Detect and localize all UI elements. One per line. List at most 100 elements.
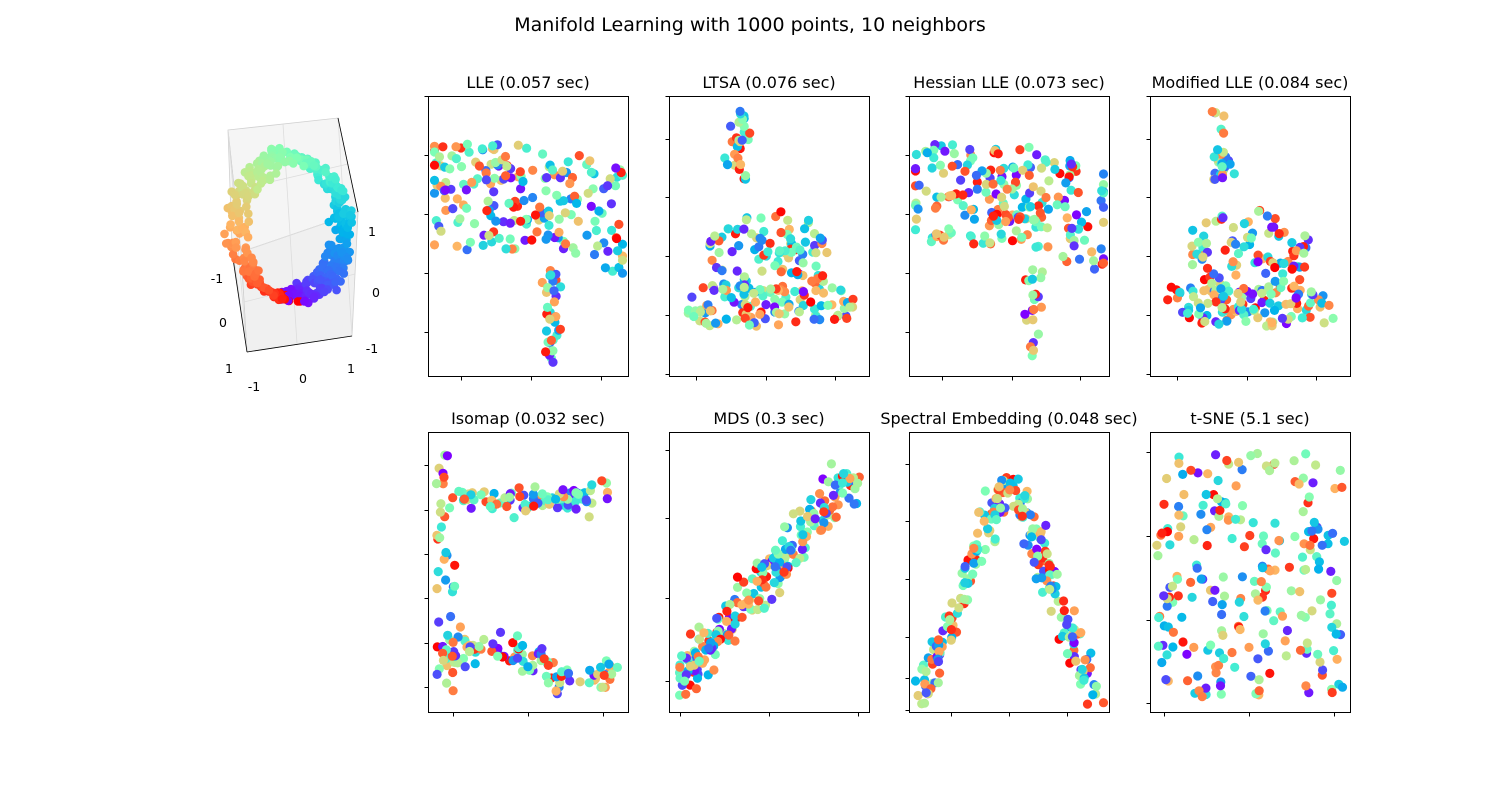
point — [776, 267, 786, 277]
point — [1179, 489, 1189, 500]
point — [848, 294, 858, 304]
point — [1202, 540, 1212, 551]
point — [1161, 675, 1171, 685]
point — [1186, 577, 1196, 588]
point — [309, 161, 319, 170]
point — [1237, 501, 1248, 511]
point — [1031, 242, 1041, 252]
point — [960, 561, 970, 572]
point — [1258, 563, 1268, 573]
point — [1028, 524, 1038, 534]
point — [591, 225, 602, 236]
point — [612, 662, 623, 673]
point — [546, 270, 556, 280]
point — [300, 297, 309, 306]
point — [1287, 264, 1297, 274]
point — [1290, 531, 1300, 542]
point — [254, 266, 263, 275]
point — [551, 686, 561, 696]
point — [968, 153, 978, 163]
point — [605, 174, 615, 184]
point — [775, 246, 785, 256]
point — [930, 203, 941, 213]
point — [440, 193, 450, 203]
point — [558, 196, 569, 206]
point — [767, 594, 777, 605]
point — [1183, 676, 1193, 686]
point — [1280, 636, 1290, 646]
point — [1267, 318, 1277, 328]
point — [271, 169, 281, 178]
point — [811, 285, 821, 296]
point — [1234, 597, 1244, 607]
point — [1036, 535, 1046, 545]
point — [1176, 522, 1186, 532]
point — [922, 148, 932, 158]
point — [949, 149, 959, 159]
point — [796, 516, 806, 526]
scatter-area — [665, 96, 858, 381]
x-tick-label: 1 — [347, 361, 355, 376]
point — [593, 241, 603, 251]
point — [1017, 504, 1028, 514]
point — [1331, 629, 1341, 639]
point — [493, 651, 503, 661]
point — [1058, 251, 1068, 262]
point — [1301, 564, 1311, 575]
point — [343, 229, 352, 239]
point — [694, 656, 704, 666]
point — [1246, 671, 1256, 681]
point — [1219, 111, 1229, 121]
point — [543, 660, 554, 671]
point — [1032, 544, 1042, 554]
point — [740, 171, 751, 181]
point — [1087, 247, 1097, 257]
point — [505, 218, 515, 228]
point — [921, 688, 931, 698]
panel-title: LLE (0.057 sec) — [466, 73, 589, 92]
point — [1218, 572, 1228, 582]
point — [783, 215, 793, 225]
point — [1218, 630, 1228, 641]
point — [551, 494, 561, 504]
point — [1213, 145, 1223, 155]
point — [940, 146, 950, 156]
point — [1043, 242, 1053, 252]
point — [1199, 286, 1209, 296]
point — [1196, 509, 1206, 519]
point — [434, 152, 445, 162]
point — [544, 211, 554, 221]
point — [1167, 581, 1178, 591]
point — [1235, 624, 1245, 635]
point — [535, 202, 545, 212]
point — [244, 217, 254, 226]
point — [1234, 457, 1244, 467]
scatter-area — [1146, 96, 1338, 381]
point — [607, 669, 617, 679]
point — [836, 285, 846, 295]
point — [1182, 649, 1192, 659]
point — [1208, 596, 1218, 607]
point — [597, 476, 607, 486]
s-curve-points — [220, 143, 357, 308]
point — [1215, 681, 1226, 691]
point — [1188, 225, 1198, 235]
point — [1080, 655, 1090, 665]
point — [983, 524, 993, 534]
point — [1326, 600, 1336, 610]
point — [1159, 499, 1169, 509]
point — [541, 347, 551, 357]
point — [1305, 312, 1315, 322]
point — [530, 210, 541, 220]
point — [792, 267, 802, 277]
point — [1309, 534, 1319, 544]
point — [474, 161, 484, 171]
point — [1297, 552, 1308, 562]
point — [1015, 145, 1025, 155]
point — [910, 164, 921, 174]
point — [1199, 231, 1209, 241]
point — [1301, 449, 1311, 459]
point — [786, 545, 796, 555]
point — [481, 175, 491, 185]
point — [780, 522, 790, 532]
